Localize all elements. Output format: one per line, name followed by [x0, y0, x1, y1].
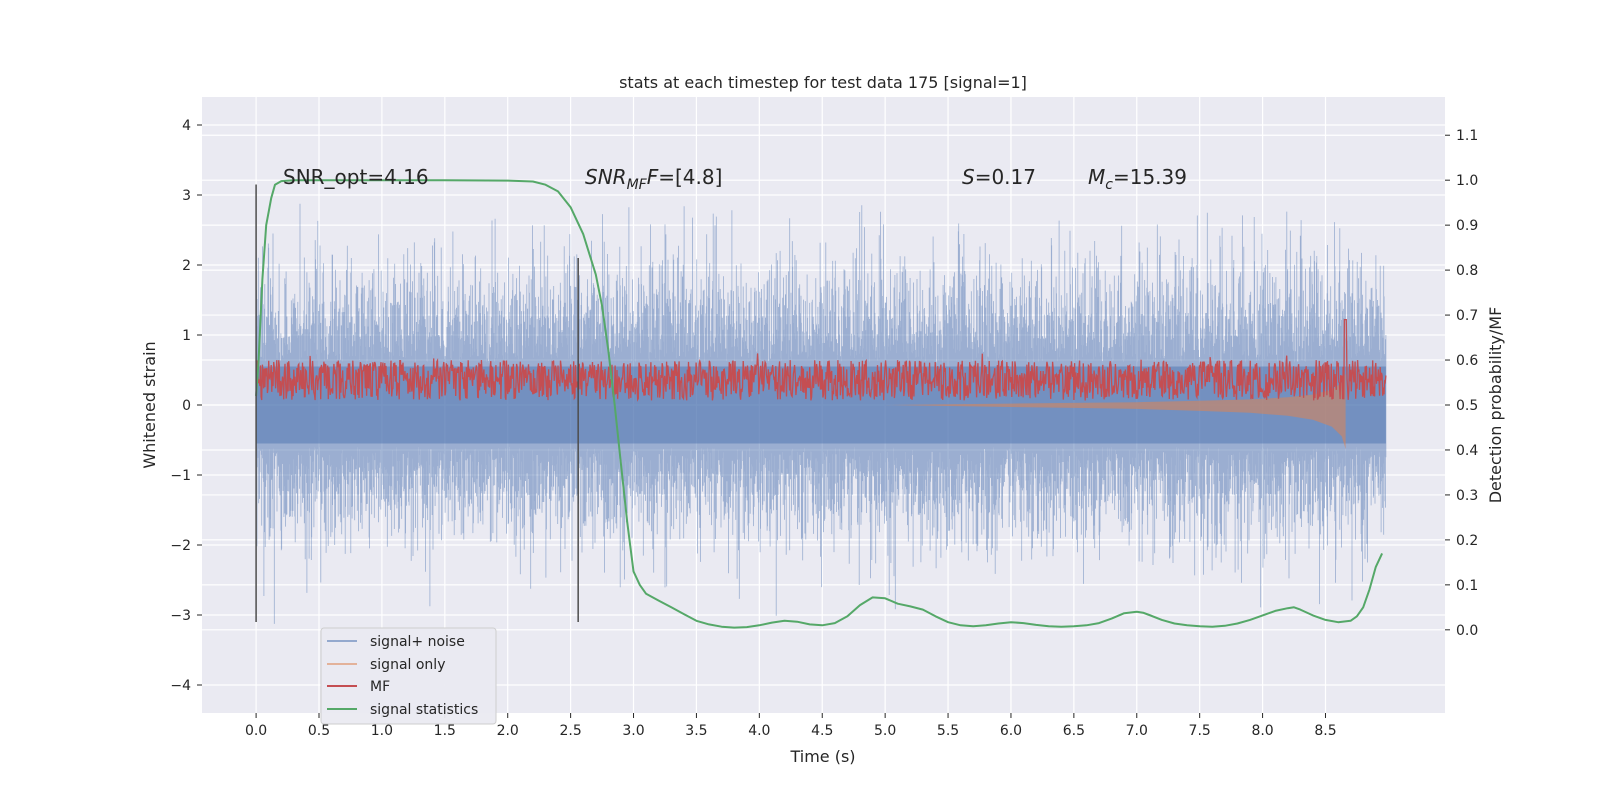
snr-mf-symbol: SNR: [585, 165, 627, 189]
y-right-tick-label: 0.2: [1456, 533, 1478, 549]
x-tick-label: 6.5: [1063, 723, 1085, 739]
x-tick-label: 4.0: [748, 723, 770, 739]
legend-label-noise: signal+ noise: [370, 634, 465, 650]
x-tick-label: 8.5: [1314, 723, 1336, 739]
x-tick-label: 7.0: [1126, 723, 1148, 739]
x-axis-ticks: 0.0 0.5 1.0 1.5 2.0 2.5 3.0 3.5 4.0 4.5 5.0 5.5 6.0 6…: [245, 713, 1337, 739]
x-tick-label: 8.0: [1251, 723, 1273, 739]
y-left-tick-label: 1: [182, 328, 191, 344]
legend-label-mf: MF: [370, 679, 390, 695]
snr-mf-value: =[4.8]: [658, 165, 722, 189]
mc-value: =15.39: [1113, 165, 1187, 189]
s-symbol: S: [962, 165, 975, 189]
y-left-tick-label: −4: [170, 678, 191, 694]
y-right-tick-label: 0.9: [1456, 218, 1478, 234]
x-axis-label: Time (s): [789, 747, 855, 766]
y-right-tick-label: 0.1: [1456, 578, 1478, 594]
y-left-tick-label: 0: [182, 398, 191, 414]
legend-label-signal-statistics: signal statistics: [370, 702, 478, 718]
event-markers: [255, 184, 579, 622]
y-right-tick-label: 0.6: [1456, 353, 1478, 369]
y-right-tick-label: 0.3: [1456, 488, 1478, 504]
x-tick-label: 2.0: [497, 723, 519, 739]
x-tick-label: 5.0: [874, 723, 896, 739]
y-right-axis-label: Detection probability/MF: [1486, 307, 1505, 504]
x-tick-label: 1.0: [371, 723, 393, 739]
x-tick-label: 1.5: [434, 723, 456, 739]
signal-statistics-series: [255, 179, 1384, 629]
x-tick-label: 2.5: [559, 723, 581, 739]
x-tick-label: 7.5: [1189, 723, 1211, 739]
y-right-tick-label: 0.8: [1456, 263, 1478, 279]
legend-box: [320, 627, 497, 725]
mc-annotation: Mc=15.39: [1088, 165, 1187, 193]
x-tick-label: 3.5: [685, 723, 707, 739]
signal-only-envelope: [885, 373, 1346, 450]
x-tick-label: 0.5: [308, 723, 330, 739]
y-left-axis-label: Whitened strain: [140, 341, 159, 468]
snr-mf-subscript: MF: [627, 177, 648, 193]
y-right-tick-label: 1.1: [1456, 128, 1478, 144]
y-right-tick-label: 0.7: [1456, 308, 1478, 324]
legend-label-signal-only: signal only: [370, 657, 445, 673]
snr-mf-annotation: SNRMFF=[4.8]: [585, 165, 722, 193]
y-right-tick-label: 0.0: [1456, 623, 1478, 639]
s-annotation: S=0.17: [962, 165, 1036, 189]
mf-trace: [255, 318, 1387, 402]
signal-only-series: [885, 373, 1346, 450]
y-left-tick-label: −3: [170, 608, 191, 624]
x-tick-label: 5.5: [937, 723, 959, 739]
x-tick-label: 4.5: [811, 723, 833, 739]
y-left-axis-ticks: 4 3 2 1 0 −1 −2 −3 −4: [170, 118, 202, 694]
y-left-tick-label: 2: [182, 258, 191, 274]
y-left-tick-label: 4: [182, 118, 191, 134]
y-left-tick-label: −2: [170, 538, 191, 554]
x-tick-label: 3.0: [622, 723, 644, 739]
legend: signal+ noise signal only MF signal stat…: [320, 627, 497, 725]
y-left-tick-label: −1: [170, 468, 191, 484]
x-tick-label: 0.0: [245, 723, 267, 739]
signal-statistics-trace: [255, 179, 1384, 629]
y-right-tick-label: 1.0: [1456, 173, 1478, 189]
chart-title: stats at each timestep for test data 175…: [619, 73, 1027, 92]
y-right-axis-ticks: 1.1 1.0 0.9 0.8 0.7 0.6 0.5 0.4 0.3 0.2 0.1 0.0: [1445, 128, 1478, 639]
s-value: =0.17: [975, 165, 1036, 189]
snr-opt-annotation: SNR_opt=4.16: [283, 165, 429, 189]
mc-subscript: c: [1105, 177, 1113, 193]
y-left-tick-label: 3: [182, 188, 191, 204]
y-right-tick-label: 0.5: [1456, 398, 1478, 414]
mf-series: [255, 318, 1387, 402]
x-tick-label: 6.0: [1000, 723, 1022, 739]
y-right-tick-label: 0.4: [1456, 443, 1478, 459]
mc-symbol: M: [1088, 165, 1105, 189]
